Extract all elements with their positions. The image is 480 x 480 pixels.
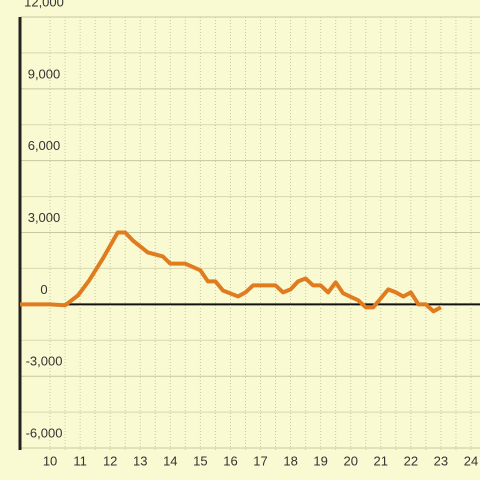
data-line xyxy=(20,230,442,314)
x-tick-label: 22 xyxy=(404,453,418,468)
x-tick-label: 18 xyxy=(283,453,297,468)
x-tick-label: 17 xyxy=(253,453,267,468)
x-tick-label: 23 xyxy=(434,453,448,468)
x-tick-label: 14 xyxy=(163,453,177,468)
x-tick-label: 13 xyxy=(133,453,147,468)
x-tick-label: 10 xyxy=(43,453,57,468)
x-tick-label: 11 xyxy=(73,453,87,468)
y-tick-label: 0 xyxy=(40,282,47,297)
x-tick-label: 16 xyxy=(223,453,237,468)
x-tick-label: 20 xyxy=(343,453,357,468)
y-tick-label: -6,000 xyxy=(26,425,63,440)
x-tick-label: 15 xyxy=(193,453,207,468)
x-tick-label: 12 xyxy=(103,453,117,468)
y-tick-label: 12,000 xyxy=(24,0,64,9)
y-tick-label: 6,000 xyxy=(28,138,61,153)
y-tick-label: 3,000 xyxy=(28,210,61,225)
y-tick-label: -3,000 xyxy=(26,354,63,369)
y-tick-label: 9,000 xyxy=(28,66,61,81)
x-tick-label: 19 xyxy=(313,453,327,468)
x-tick-label: 24 xyxy=(464,453,478,468)
x-tick-label: 21 xyxy=(374,453,388,468)
